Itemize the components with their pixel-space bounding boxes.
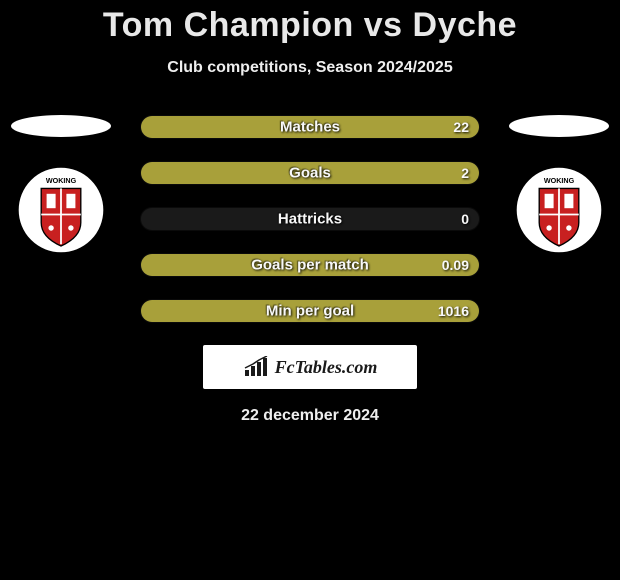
player-right-photo-placeholder (509, 115, 609, 137)
stat-value-right: 22 (453, 119, 469, 135)
footer-date: 22 december 2024 (0, 407, 620, 425)
player-right-column: WOKING (504, 115, 614, 255)
stat-bar: Goals 2 (140, 161, 480, 185)
subtitle: Club competitions, Season 2024/2025 (0, 59, 620, 77)
stat-label: Min per goal (266, 303, 354, 320)
club-crest-left: WOKING (16, 165, 106, 255)
source-logo-text: FcTables.com (275, 357, 378, 378)
stat-label: Hattricks (278, 211, 342, 228)
chart-icon (243, 356, 271, 378)
svg-text:WOKING: WOKING (544, 176, 575, 185)
stat-label: Goals (289, 165, 331, 182)
page-title: Tom Champion vs Dyche (0, 0, 620, 45)
source-logo: FcTables.com (203, 345, 417, 389)
stat-bar: Min per goal 1016 (140, 299, 480, 323)
club-crest-right: WOKING (514, 165, 604, 255)
stat-bar: Matches 22 (140, 115, 480, 139)
stat-value-right: 2 (461, 165, 469, 181)
player-left-column: WOKING (6, 115, 116, 255)
player-left-photo-placeholder (11, 115, 111, 137)
stat-value-right: 0.09 (442, 257, 469, 273)
comparison-content: WOKING WOKING Matches 22 Goals 2 Hattricks 0 G… (0, 115, 620, 323)
svg-text:WOKING: WOKING (46, 176, 77, 185)
stat-value-right: 0 (461, 211, 469, 227)
stat-label: Goals per match (251, 257, 369, 274)
stats-list: Matches 22 Goals 2 Hattricks 0 Goals per match… (140, 115, 480, 323)
stat-value-right: 1016 (438, 303, 469, 319)
stat-bar: Hattricks 0 (140, 207, 480, 231)
stat-bar: Goals per match 0.09 (140, 253, 480, 277)
stat-label: Matches (280, 119, 340, 136)
